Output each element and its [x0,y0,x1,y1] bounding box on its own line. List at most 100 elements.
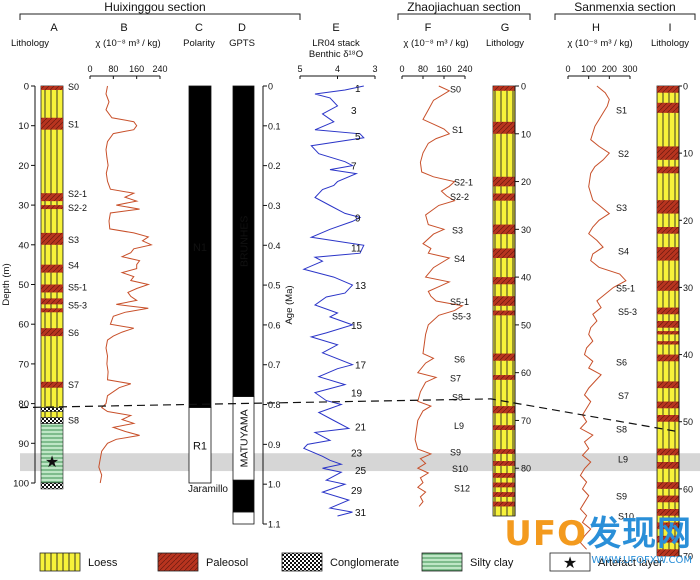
mis-stage-label: 7 [351,162,357,173]
d18o-axis-tick-label: 5 [297,64,302,74]
horizon-label: S0 [68,82,79,92]
mis-stage-label: 9 [355,213,361,224]
horizon-label: S5-3 [452,311,471,321]
depth-axis-tick-label: 80 [18,399,29,410]
horizon-label: S5-3 [618,307,637,317]
depth-axis-I-tick-label: 30 [683,283,693,293]
title-huixinggou: Huixinggou section [104,0,205,14]
depth-axis-I-tick-label: 40 [683,350,693,360]
legend-swatch-paleosol [157,552,199,572]
lithology-paleosol-layer [657,247,679,261]
lithology-paleosol-layer [657,462,679,469]
lithology-paleosol-layer [657,86,679,93]
horizon-label: S6 [68,328,79,338]
title-zhaojiachuan: Zhaojiachuan section [407,0,520,14]
gpts-chron-label: BRUNHES [239,216,251,267]
depth-axis-tick-label: 30 [18,201,29,212]
legend-label-siltyclay: Silty clay [470,557,514,569]
lithology-paleosol-layer [657,354,679,362]
horizon-label: S10 [618,512,634,522]
depth-axis-G-tick-label: 30 [521,225,531,235]
lithology-paleosol-layer [41,284,63,293]
chi-axis-B-tick-label: 240 [152,64,167,74]
horizon-label: S9 [450,448,461,458]
col-label-H: χ (10⁻⁸ m³ / kg) [567,38,632,49]
horizon-label: L9 [454,421,464,431]
age-axis-tick-label: 0.9 [268,440,281,450]
mis-stage-label: 25 [355,466,367,477]
lithology-paleosol-layer [493,310,515,316]
depth-axis-tick-label: 50 [18,280,29,291]
age-axis-tick-label: 0.6 [268,320,281,330]
mis-stage-label: 15 [351,321,363,332]
depth-axis-I-tick-label: 70 [683,552,693,562]
col-letter-G: G [501,22,510,34]
d18o-axis-tick-label: 3 [372,64,377,74]
gpts-chron-label: MATUYAMA [239,409,251,467]
lithology-paleosol-layer [41,117,63,130]
depth-axis-G-tick-label: 0 [521,82,526,92]
legend-swatch-loess [39,552,81,572]
depth-axis-title: Depth (m) [1,263,12,305]
horizon-label: S12 [454,483,470,493]
horizon-label: S2-1 [454,178,473,188]
age-axis-tick-label: 0.3 [268,201,281,211]
lithology-paleosol-layer [657,200,679,214]
depth-axis-G-tick-label: 60 [521,368,531,378]
age-axis-title: Age (Ma) [284,285,295,324]
horizon-label: S2 [618,149,629,159]
horizon-label: S6 [454,354,465,364]
horizon-label: S2-1 [68,189,87,199]
mis-stage-label: 23 [351,448,363,459]
legend-label-loess: Loess [88,557,118,569]
horizon-label: S3 [68,235,79,245]
lithology-paleosol-layer [493,296,515,306]
age-axis-tick-label: 0.7 [268,360,281,370]
legend-label-artefact: Artefact layer [598,557,663,569]
depth-axis-G-tick-label: 70 [521,416,531,426]
lithology-paleosol-layer [493,86,515,91]
lithology-paleosol-layer [657,495,679,503]
column-headers: A Lithology B χ (10⁻⁸ m³ / kg) C Polarit… [11,22,689,60]
lithology-paleosol-layer [657,535,679,543]
lithology-paleosol-layer [657,227,679,234]
lithology-paleosol-layer [41,86,63,90]
depth-axis-I-tick-label: 60 [683,484,693,494]
col-letter-A: A [50,22,58,34]
lithology-paleosol-layer [657,307,679,315]
lithology-paleosol-layer [493,473,515,478]
watermark-logo: UFO发现网 WWW.UFOFXW.COM [504,506,692,566]
col-label-C: Polarity [183,38,215,49]
lithology-paleosol-layer [493,482,515,488]
mis-stage-label: 29 [351,486,363,497]
lithology-paleosol-layer [657,482,679,489]
horizon-label: S5-1 [616,283,635,293]
horizon-label: L9 [618,455,628,465]
col-letter-H: H [592,22,600,34]
lithology-paleosol-layer [493,121,515,134]
age-axis-tick-label: 0.5 [268,281,281,291]
col-letter-D: D [238,22,246,34]
lithology-paleosol-layer [493,353,515,361]
depth-axis-I-tick-label: 20 [683,216,693,226]
depth-axis-I-tick-label: 50 [683,417,693,427]
lithology-paleosol-layer [41,232,63,245]
chi-axis-B-tick-label: 160 [129,64,144,74]
horizon-label: S7 [450,373,461,383]
horizon-label: S7 [618,391,629,401]
col-label-B: χ (10⁻⁸ m³ / kg) [95,38,160,49]
col-label-D: GPTS [229,38,255,49]
depth-axis-tick-label: 90 [18,439,29,450]
lithology-paleosol-layer [657,509,679,516]
polarity-zone-label: N1 [193,242,207,254]
horizon-label: S3 [616,203,627,213]
polarity-zone-label: R1 [193,440,207,452]
col-letter-F: F [425,22,432,34]
chi-axis-F-tick-label: 160 [436,64,451,74]
mis-stage-label: 19 [351,389,363,400]
polarity-zone [188,407,212,484]
lithology-paleosol-layer [657,401,679,409]
horizon-label: S1 [452,125,463,135]
